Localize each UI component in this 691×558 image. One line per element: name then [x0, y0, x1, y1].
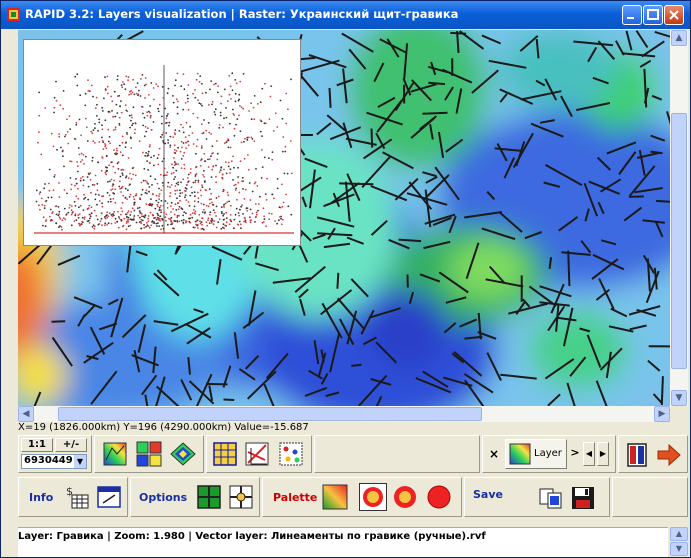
layers-grid-button[interactable]	[135, 440, 163, 468]
grid-overlay-button[interactable]	[211, 440, 239, 468]
window-actions-panel	[618, 435, 688, 473]
status-bar-text: Layer: Гравика | Zoom: 1.980 | Vector la…	[18, 531, 486, 542]
exit-arrow-icon[interactable]	[655, 441, 683, 469]
scroll-right-arrow[interactable]: ▶	[654, 406, 670, 422]
layer-switch-panel: × Layer > ◀ ▶	[482, 435, 616, 473]
layer-select-button[interactable]: Layer	[505, 439, 567, 469]
options-panel: Options	[130, 477, 260, 517]
zoom-panel: 1:1 +/- 6930449 ▼	[18, 435, 92, 473]
palette-label: Palette	[273, 491, 318, 504]
palette-panel: Palette	[262, 477, 462, 517]
scroll-down-arrow[interactable]: ▼	[671, 390, 687, 406]
options-toolbar: Info $ Options Palette	[18, 477, 688, 517]
copy-image-button[interactable]	[537, 484, 565, 512]
scale-1-1-button[interactable]: 1:1	[21, 438, 53, 452]
info-panel: Info $	[18, 477, 128, 517]
scroll-up-arrow[interactable]: ▲	[671, 30, 687, 46]
app-icon	[7, 8, 20, 21]
options-label: Options	[139, 491, 188, 504]
dropdown-arrow-icon[interactable]: ▼	[74, 455, 86, 468]
layer-label: Layer	[534, 448, 562, 459]
perspective-view-button[interactable]	[169, 440, 197, 468]
window-title: RAPID 3.2: Layers visualization | Raster…	[25, 7, 459, 21]
status-scroll-down[interactable]: ▼	[670, 542, 688, 556]
points-layer-button[interactable]	[277, 440, 305, 468]
next-small-arrow[interactable]: ▶	[597, 442, 609, 466]
status-scroll-up[interactable]: ▲	[670, 527, 688, 541]
raster-tools-panel	[94, 435, 204, 473]
value-field: 6930449	[24, 455, 73, 466]
info-label: Info	[29, 491, 54, 504]
value-combobox[interactable]: 6930449 ▼	[21, 454, 87, 469]
close-button[interactable]	[664, 5, 684, 25]
scatter-plot-inset	[23, 39, 301, 246]
lineament-tool-button[interactable]	[243, 440, 271, 468]
status-area	[18, 527, 668, 557]
info-window-button[interactable]	[95, 483, 123, 511]
palette-gradient-button[interactable]	[321, 483, 349, 511]
horizontal-scrollbar[interactable]: ◀ ▶	[18, 406, 670, 422]
vertical-scrollbar[interactable]: ▲ ▼	[670, 30, 688, 406]
layer-toolbar: 1:1 +/- 6930449 ▼	[18, 433, 688, 475]
remove-layer-button[interactable]: ×	[487, 447, 501, 463]
split-view-icon[interactable]	[623, 441, 651, 469]
settings-tools-button[interactable]	[227, 483, 255, 511]
next-layer-arrow[interactable]: >	[569, 445, 581, 463]
save-disk-icon[interactable]	[569, 484, 597, 512]
prev-small-arrow[interactable]: ◀	[583, 442, 595, 466]
save-label: Save	[473, 488, 503, 501]
save-panel: Save	[464, 477, 610, 517]
palette-circle-2-button[interactable]	[391, 483, 419, 511]
vector-tools-panel	[206, 435, 312, 473]
maximize-button[interactable]	[643, 5, 663, 25]
lineament-lines	[18, 30, 670, 406]
horizontal-scroll-thumb[interactable]	[58, 407, 482, 421]
raster-layer-button[interactable]	[101, 440, 129, 468]
info-table-button[interactable]: $	[63, 483, 91, 511]
title-bar[interactable]: RAPID 3.2: Layers visualization | Raster…	[1, 1, 690, 29]
palette-circle-3-button[interactable]	[425, 483, 453, 511]
svg-text:$: $	[66, 485, 73, 498]
palette-circle-1-button[interactable]	[359, 483, 387, 511]
scroll-left-arrow[interactable]: ◀	[18, 406, 34, 422]
plus-minus-button[interactable]: +/-	[55, 438, 87, 452]
layout-grid-button[interactable]	[195, 483, 223, 511]
minimize-button[interactable]	[622, 5, 642, 25]
vertical-scroll-thumb[interactable]	[671, 113, 687, 369]
empty-options-slot	[612, 477, 688, 517]
empty-toolbar-slot	[314, 435, 480, 473]
coordinate-readout: X=19 (1826.000km) Y=196 (4290.000km) Val…	[18, 422, 309, 433]
